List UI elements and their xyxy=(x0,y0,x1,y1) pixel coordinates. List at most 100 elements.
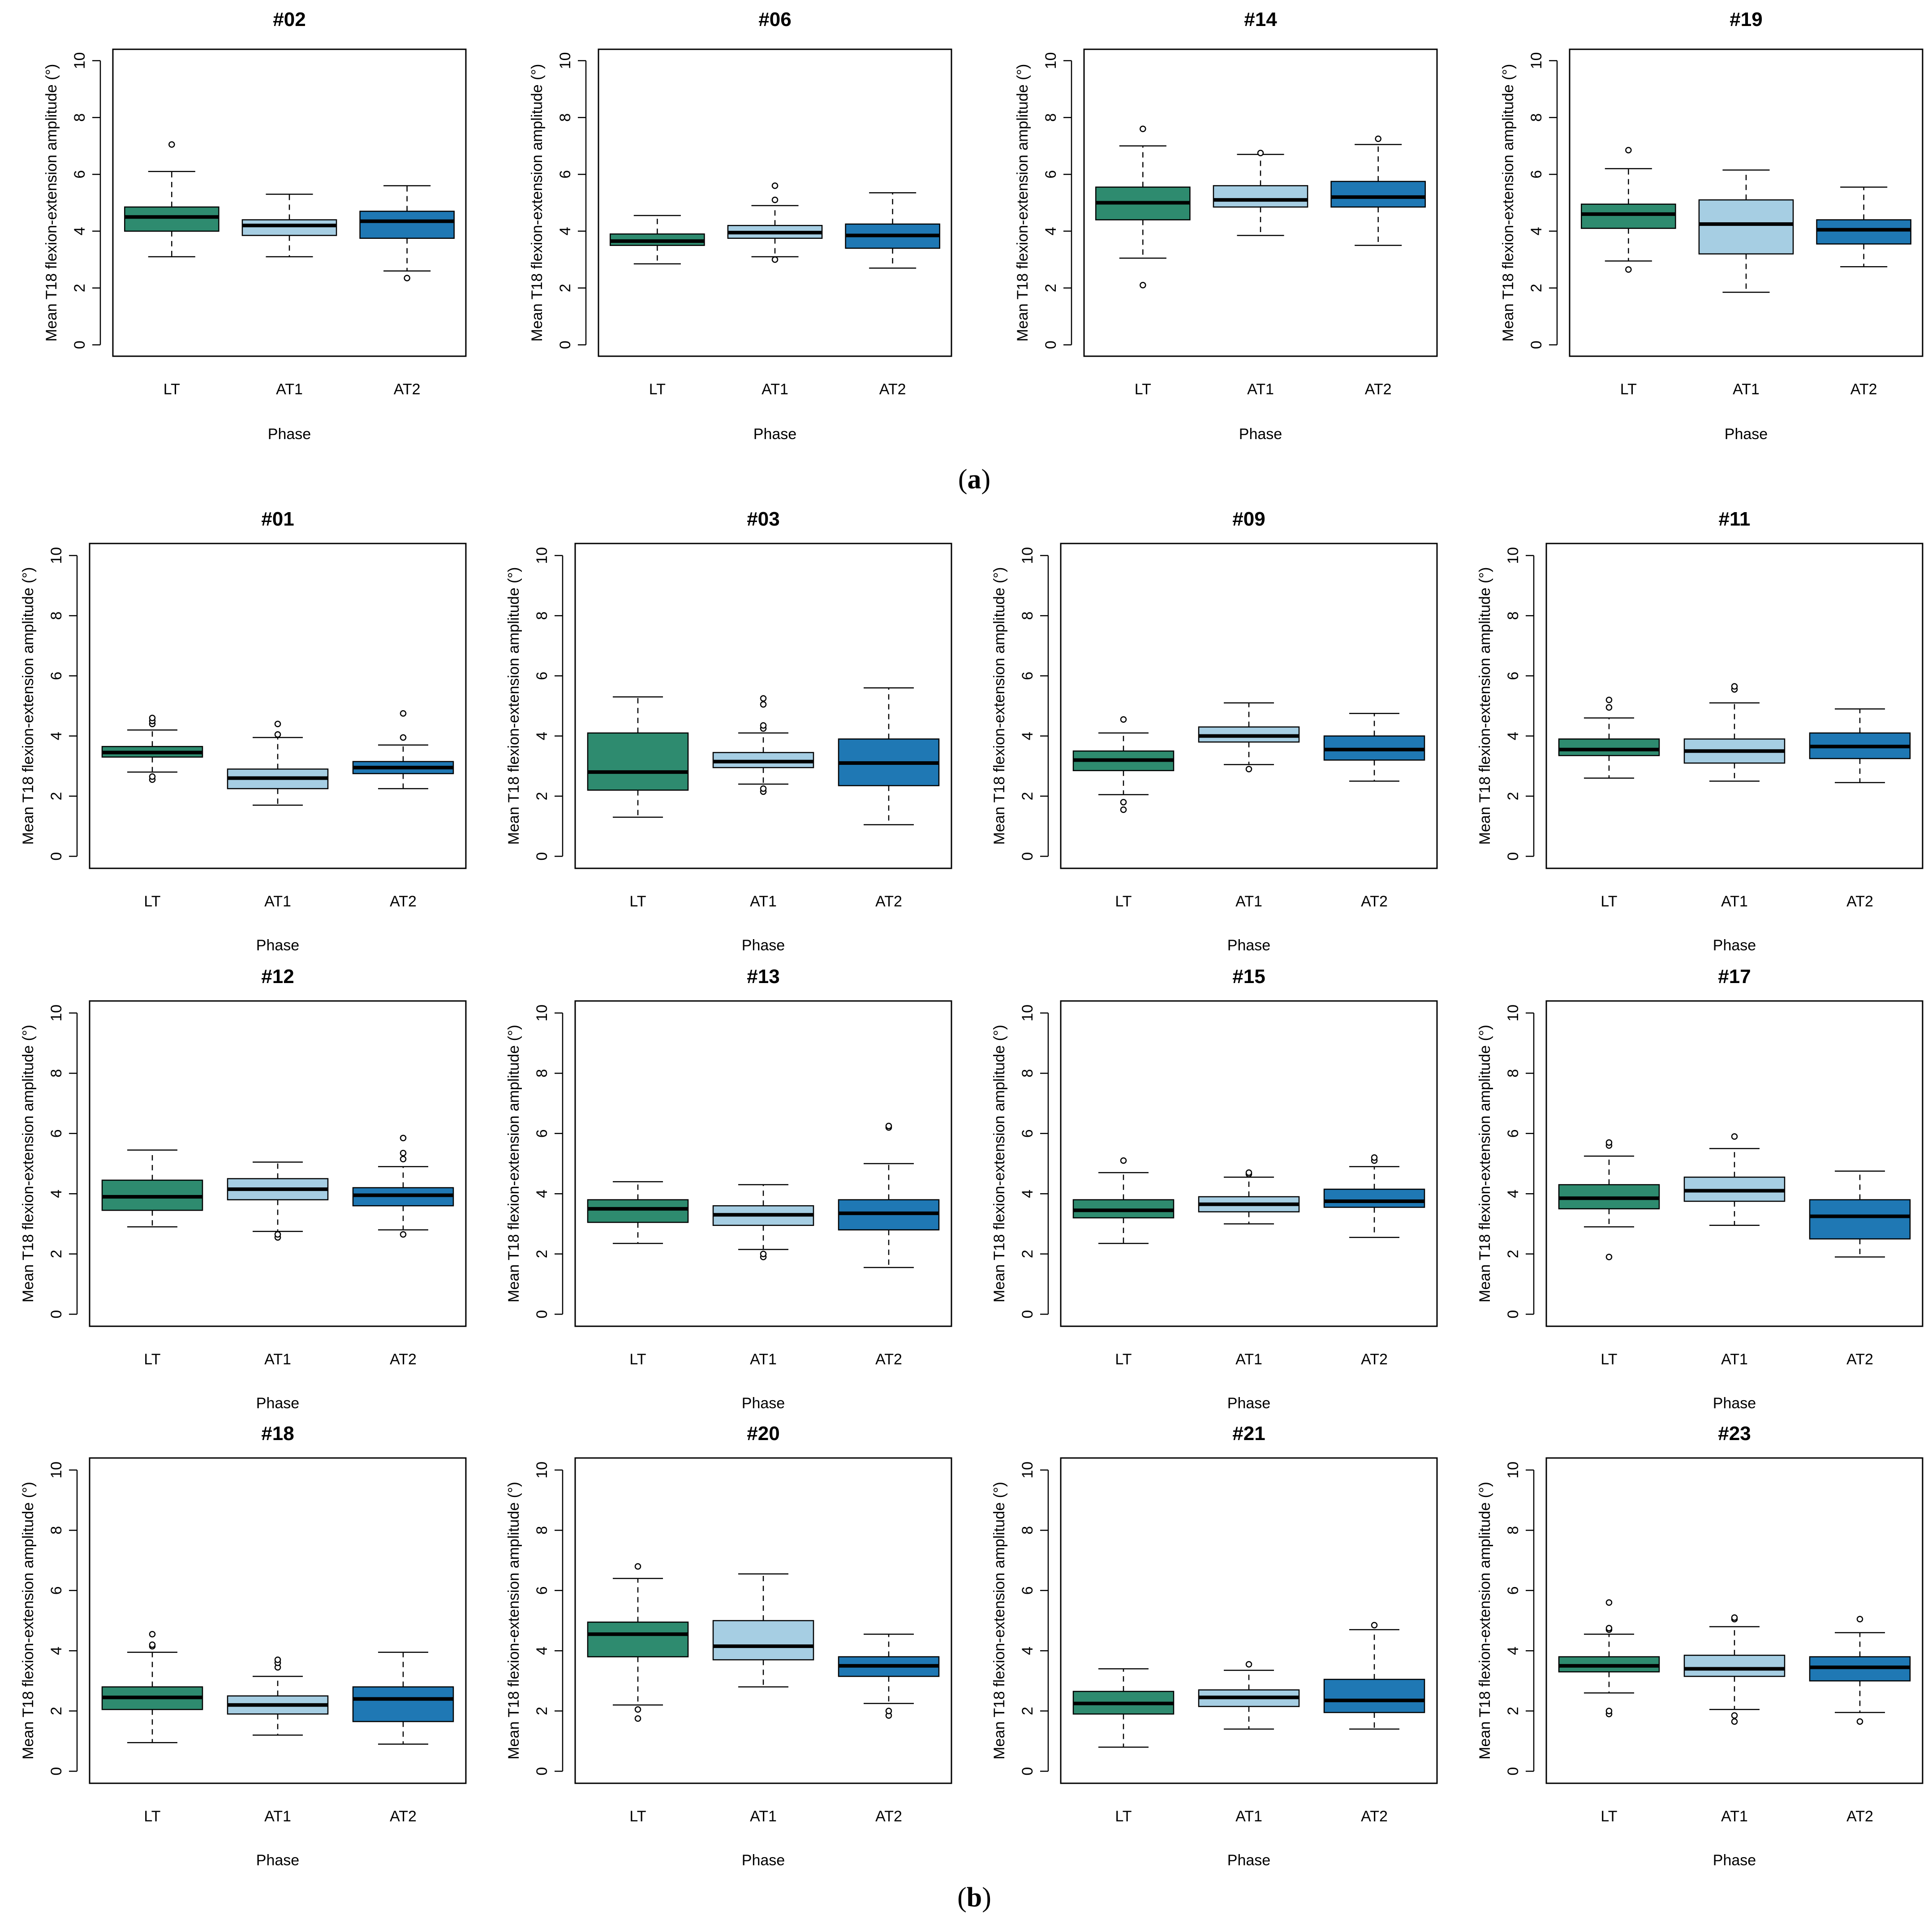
outlier-point xyxy=(771,256,779,263)
plot-frame xyxy=(89,1457,467,1784)
box-lt xyxy=(587,1181,689,1244)
x-tick-label: AT1 xyxy=(750,1351,777,1368)
y-tick-label: 8 xyxy=(1019,1526,1036,1535)
box-at1 xyxy=(1213,150,1308,236)
box-iqr xyxy=(1809,1199,1911,1240)
outlier-point xyxy=(1856,1616,1863,1622)
box-at2 xyxy=(352,1652,454,1745)
y-tick-label: 6 xyxy=(1019,1586,1036,1595)
box-lt xyxy=(1558,696,1660,779)
y-tick-label: 0 xyxy=(1505,852,1522,861)
box-at1 xyxy=(227,1656,329,1736)
outlier-point xyxy=(1731,1133,1738,1140)
x-tick-label: LT xyxy=(164,381,180,398)
y-tick-label: 0 xyxy=(1505,1767,1522,1776)
x-tick-label: AT1 xyxy=(1721,1808,1748,1825)
box-lt xyxy=(1558,1599,1660,1717)
plot-frame xyxy=(574,1000,952,1327)
x-tick-label: LT xyxy=(144,1351,160,1368)
plot-frame xyxy=(1060,1000,1438,1327)
chart-panel: #23 0 2 4 6 8 10 Mean T18 flexion-extension amp… xyxy=(1476,1423,1923,1869)
y-tick-label: 4 xyxy=(1019,1647,1036,1655)
y-tick-label: 0 xyxy=(534,1310,551,1319)
outlier-point xyxy=(1371,1154,1378,1161)
box-iqr xyxy=(587,1622,689,1657)
y-tick-label: 8 xyxy=(534,1526,551,1535)
outlier-point xyxy=(1605,704,1613,711)
box-iqr xyxy=(352,1686,454,1722)
box-at1 xyxy=(712,1184,814,1260)
box-iqr xyxy=(1323,1188,1425,1208)
y-tick-label: 4 xyxy=(534,1190,551,1198)
y-tick-label: 0 xyxy=(1505,1310,1522,1319)
box-lt xyxy=(1072,716,1175,813)
outlier-point xyxy=(1120,716,1127,723)
y-tick-label: 2 xyxy=(48,1250,65,1258)
outlier-point xyxy=(885,1708,892,1714)
y-tick-label: 10 xyxy=(534,547,551,564)
outlier-point xyxy=(274,1231,281,1238)
box-at2 xyxy=(845,192,940,269)
y-tick-label: 6 xyxy=(71,170,88,179)
y-tick-label: 4 xyxy=(557,227,574,235)
outlier-point xyxy=(1856,1718,1863,1725)
x-axis-label: Phase xyxy=(1239,426,1282,443)
box-at1 xyxy=(727,182,823,263)
x-tick-label: AT1 xyxy=(1247,381,1274,398)
x-tick-label: LT xyxy=(144,893,160,910)
y-tick-label: 2 xyxy=(1019,792,1036,800)
outlier-point xyxy=(149,715,156,721)
y-tick-label: 8 xyxy=(557,113,574,122)
plot-frame xyxy=(1060,1457,1438,1784)
box-lt xyxy=(587,696,689,818)
panel-title: #21 xyxy=(1232,1423,1265,1445)
y-axis-label: Mean T18 flexion-extension amplitude (°) xyxy=(505,1482,522,1760)
y-tick-label: 10 xyxy=(1042,52,1059,69)
x-tick-label: AT1 xyxy=(276,381,303,398)
box-at1 xyxy=(1198,1169,1300,1225)
y-axis-label: Mean T18 flexion-extension amplitude (°) xyxy=(20,1482,37,1760)
chart-panel: #09 0 2 4 6 8 10 Mean T18 flexion-extension amp… xyxy=(991,508,1438,954)
y-axis-label: Mean T18 flexion-extension amplitude (°) xyxy=(43,64,60,342)
outlier-point xyxy=(400,734,407,741)
x-tick-label: LT xyxy=(144,1808,160,1825)
outlier-point xyxy=(274,1656,281,1663)
box-at2 xyxy=(1816,186,1911,267)
y-tick-label: 4 xyxy=(1528,227,1545,235)
outlier-point xyxy=(1731,1614,1738,1621)
panel-title: #18 xyxy=(261,1423,294,1445)
outlier-point xyxy=(1257,150,1264,156)
box-iqr xyxy=(587,732,689,791)
outlier-point xyxy=(1605,1139,1613,1146)
box-at1 xyxy=(1198,702,1300,772)
y-tick-label: 10 xyxy=(1505,547,1522,564)
outlier-point xyxy=(149,1631,156,1638)
x-tick-label: LT xyxy=(629,893,646,910)
box-iqr xyxy=(1816,219,1911,245)
x-axis-label: Phase xyxy=(742,937,785,954)
panel-title: #03 xyxy=(747,508,779,530)
panel-title: #23 xyxy=(1718,1423,1751,1445)
section-a-letter: a xyxy=(968,464,981,495)
box-at1 xyxy=(712,695,814,795)
outlier-point xyxy=(1605,696,1613,703)
y-axis-label: Mean T18 flexion-extension amplitude (°) xyxy=(1014,64,1031,342)
section-b-letter: b xyxy=(967,1882,982,1913)
y-tick-label: 8 xyxy=(48,1526,65,1535)
outlier-point xyxy=(400,1156,407,1163)
box-iqr xyxy=(1330,181,1426,208)
y-axis-label: Mean T18 flexion-extension amplitude (°) xyxy=(1500,64,1517,342)
y-tick-label: 0 xyxy=(534,1767,551,1776)
outlier-point xyxy=(1120,1157,1127,1164)
chart-panel: #15 0 2 4 6 8 10 Mean T18 flexion-extension amp… xyxy=(991,966,1438,1412)
box-at2 xyxy=(838,1122,940,1268)
y-tick-label: 8 xyxy=(534,1069,551,1078)
outlier-point xyxy=(400,1150,407,1156)
outlier-point xyxy=(1625,147,1632,154)
plot-frame xyxy=(574,1457,952,1784)
y-axis-label: Mean T18 flexion-extension amplitude (°) xyxy=(1476,1482,1493,1760)
chart-panel: #18 0 2 4 6 8 10 Mean T18 flexion-extension amp… xyxy=(20,1423,467,1869)
x-tick-label: AT2 xyxy=(390,1351,417,1368)
outlier-point xyxy=(771,182,779,189)
y-tick-label: 0 xyxy=(1042,341,1059,349)
